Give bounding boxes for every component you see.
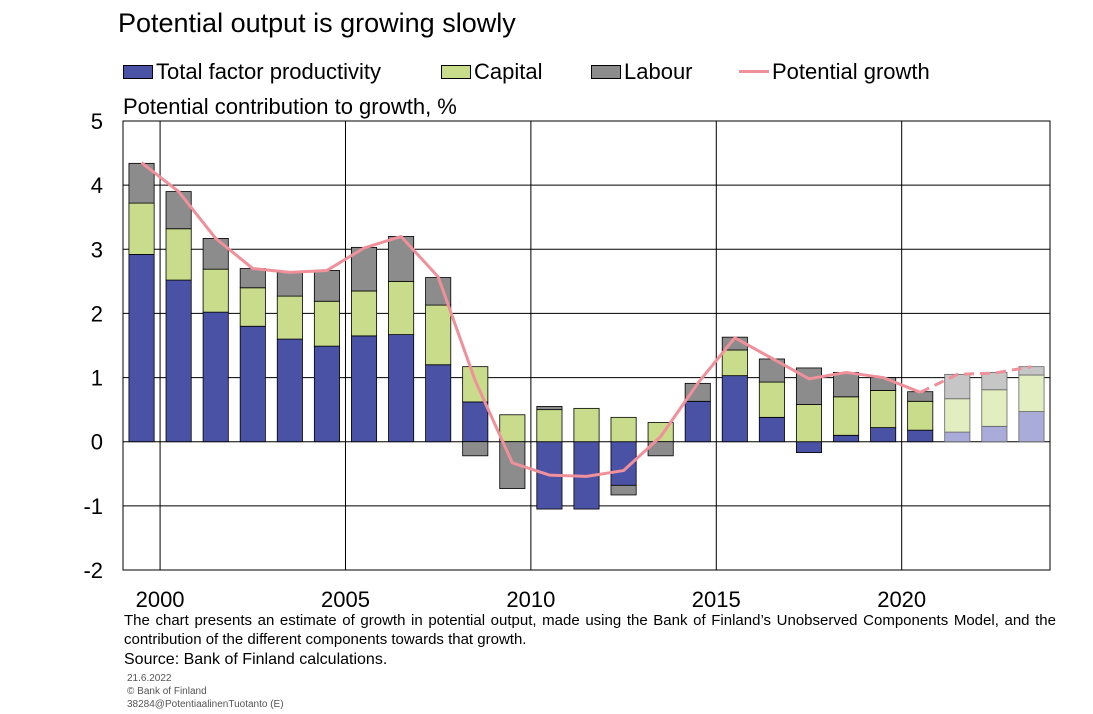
y-tick-label: 1 [91,366,103,391]
bar-labour [313,270,340,302]
bar-labour [536,406,563,411]
bar-tfp [1018,411,1045,443]
bar-capital [351,290,378,337]
bar-labour [202,237,229,270]
bar-labour [981,372,1008,391]
bar-capital [758,381,785,418]
chart-title: Potential output is growing slowly [118,8,516,38]
legend-swatch-labour [591,65,621,79]
y-tick-label: 5 [91,109,103,134]
bar-capital [981,389,1008,427]
x-tick-label: 2005 [321,587,370,612]
y-axis-label: Potential contribution to growth, % [123,94,457,119]
bar-capital [165,228,192,281]
bar-capital [833,396,860,436]
bar-labour [610,484,637,496]
y-tick-label: -1 [83,494,103,519]
bar-labour [462,441,489,457]
meta-file-id: 38284@PotentiaalinenTuotanto (E) [127,699,284,710]
bar-capital [128,202,155,255]
legend-label-potential: Potential growth [772,59,930,84]
bar-tfp [944,431,971,443]
bar-tfp [425,364,452,443]
bar-tfp [462,401,489,443]
legend-label-tfp: Total factor productivity [156,59,381,84]
bar-tfp [276,338,303,443]
y-tick-label: 0 [91,430,103,455]
bar-tfp [313,345,340,443]
bar-capital [795,404,822,443]
line-potential-growth [140,161,921,478]
bar-labour [833,372,860,398]
bar-tfp [758,416,785,443]
legend-swatch-tfp [123,65,153,79]
bar-capital [388,280,415,335]
bar-capital [276,295,303,340]
bar-labour [239,268,266,289]
bar-tfp [239,325,266,443]
bar-capital [313,300,340,347]
bar-tfp [721,375,748,443]
bar-tfp [795,441,822,454]
bar-labour [944,373,971,400]
bar-tfp [202,311,229,443]
legend: Total factor productivity Capital Labour… [123,58,1083,86]
bar-capital [721,349,748,377]
bar-tfp [907,429,934,443]
bar-capital [610,416,637,443]
legend-line-potential [739,70,769,73]
bar-tfp [128,254,155,443]
meta-date: 21.6.2022 [127,673,172,684]
bar-labour [276,271,303,297]
bar-tfp [388,334,415,443]
line-potential-growth-forecast [919,365,1032,394]
bar-capital [499,414,526,443]
bar-capital [907,400,934,431]
legend-label-labour: Labour [624,59,693,84]
x-tick-label: 2010 [506,587,555,612]
y-tick-label: -2 [83,558,103,583]
bar-capital [239,287,266,327]
bar-tfp [981,425,1008,443]
bar-labour [388,236,415,282]
bar-capital [536,409,563,443]
bar-capital [425,304,452,366]
y-tick-label: 3 [91,237,103,262]
x-tick-label: 2015 [692,587,741,612]
legend-swatch-capital [441,65,471,79]
bar-capital [1018,374,1045,412]
bar-tfp [870,427,897,443]
source: Source: Bank of Finland calculations. [124,651,388,668]
footnote: The chart presents an estimate of growth… [124,612,1056,648]
bar-capital [202,268,229,313]
bar-tfp [165,279,192,443]
bar-tfp [351,335,378,443]
bar-capital [573,407,600,443]
meta-copyright: © Bank of Finland [127,686,207,697]
x-tick-label: 2020 [877,587,926,612]
bar-tfp [684,400,711,443]
bar-capital [944,398,971,433]
bar-labour [907,391,934,402]
bar-labour [165,191,192,230]
y-tick-label: 2 [91,301,103,326]
bar-capital [870,389,897,429]
y-tick-label: 4 [91,173,103,198]
legend-label-capital: Capital [474,59,543,84]
bar-tfp [833,434,860,443]
x-tick-label: 2000 [136,587,185,612]
